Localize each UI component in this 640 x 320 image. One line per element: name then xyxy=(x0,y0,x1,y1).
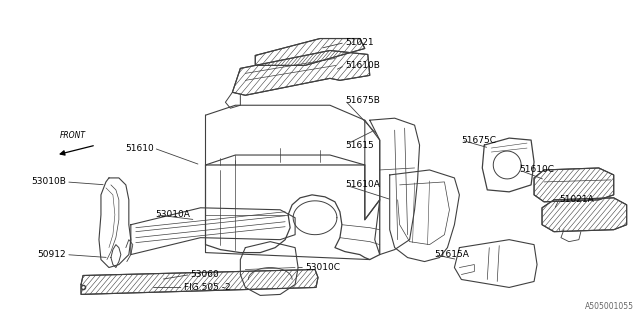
Text: FRONT: FRONT xyxy=(60,131,86,140)
Text: 53010B: 53010B xyxy=(31,177,66,187)
Text: 53060: 53060 xyxy=(191,270,220,279)
Text: 51610: 51610 xyxy=(125,144,154,153)
Text: 53010C: 53010C xyxy=(305,263,340,272)
Text: 51021: 51021 xyxy=(345,38,374,47)
Text: 51610A: 51610A xyxy=(345,180,380,189)
Text: 51675C: 51675C xyxy=(461,136,497,145)
Text: 51610B: 51610B xyxy=(345,61,380,70)
Text: 51615: 51615 xyxy=(345,140,374,149)
Text: 50912: 50912 xyxy=(38,250,66,259)
Text: FIG.505 -2: FIG.505 -2 xyxy=(184,283,230,292)
Text: A505001055: A505001055 xyxy=(584,302,634,311)
Text: 51615A: 51615A xyxy=(435,250,469,259)
Text: 51675B: 51675B xyxy=(345,96,380,105)
Text: 51610C: 51610C xyxy=(519,165,554,174)
Text: 51021A: 51021A xyxy=(559,195,594,204)
Text: 53010A: 53010A xyxy=(156,210,191,219)
